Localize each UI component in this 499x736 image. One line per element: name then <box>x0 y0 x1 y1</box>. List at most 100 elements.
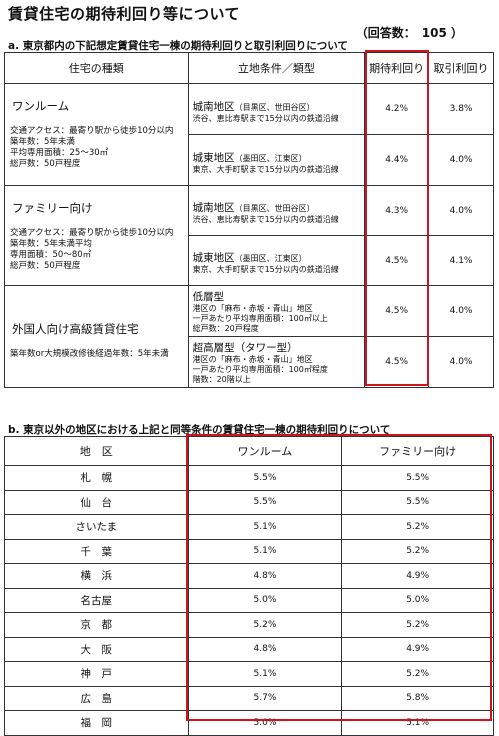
location-name: 城南地区 <box>192 202 235 214</box>
location-cell: 城東地区（墨田区、江東区） 東京、大手町駅まで15分以内の鉄道沿線 <box>187 134 366 186</box>
expected-yield-value: 4.3% <box>364 185 430 236</box>
expected-yield-value: 4.5% <box>364 235 430 286</box>
location-desc: 港区の「麻布・赤坂・青山」地区 <box>192 354 313 364</box>
type-detail: 築年数：5年未満 <box>10 137 75 147</box>
location-desc: 東京、大手町駅まで15分以内の鉄道沿線 <box>192 265 339 274</box>
type-name: 外国人向け高級賃貸住宅 <box>12 322 139 336</box>
type-cell-family: ファミリー向け 交通アクセス：最寄り駅から徒歩10分以内 築年数：5年未満平均 … <box>4 185 189 286</box>
oneroom-value: 4.8% <box>187 636 343 662</box>
expected-yield-value: 4.5% <box>364 285 430 337</box>
type-detail: 専用面積：50～80㎡ <box>10 250 92 260</box>
table-row: さいたま 5.1% 5.2% <box>4 514 494 540</box>
table-row: 外国人向け高級賃貸住宅 築年数or大規模改修後経過年数：5年未満 低層型 港区の… <box>4 285 494 388</box>
oneroom-value: 5.0% <box>187 710 343 736</box>
location-desc: 総戸数：20戸程度 <box>192 323 259 333</box>
family-value: 5.2% <box>341 538 494 564</box>
transaction-yield-value: 4.0% <box>428 336 494 388</box>
location-wards: （目黒区、世田谷区） <box>234 204 315 213</box>
header-oneroom: ワンルーム <box>187 436 343 466</box>
area-name: 神 戸 <box>4 661 189 687</box>
expected-yield-value: 4.5% <box>364 336 430 388</box>
oneroom-value: 5.7% <box>187 685 343 711</box>
location-desc: 渋谷、恵比寿駅まで15分以内の鉄道沿線 <box>192 215 339 224</box>
location-name: 超高層型（タワー型） <box>192 341 298 354</box>
table-row: 札 幌 5.5% 5.5% <box>4 465 494 491</box>
location-wards: （墨田区、江東区） <box>234 254 307 263</box>
table-row: ワンルーム 交通アクセス：最寄り駅から徒歩10分以内 築年数：5年未満 平均専用… <box>4 83 494 186</box>
type-cell-foreign: 外国人向け高級賃貸住宅 築年数or大規模改修後経過年数：5年未満 <box>4 285 189 388</box>
family-value: 5.2% <box>341 612 494 638</box>
header-location: 立地条件／類型 <box>187 52 366 84</box>
type-detail: 築年数or大規模改修後経過年数：5年未満 <box>10 349 169 359</box>
type-detail: 総戸数：50戸程度 <box>10 261 81 271</box>
area-name: さいたま <box>4 514 189 540</box>
oneroom-value: 4.8% <box>187 563 343 589</box>
section-a-heading: a. 東京都内の下記想定賃貸住宅一棟の期待利回りと取引利回りについて <box>8 40 348 52</box>
header-expected-yield: 期待利回り <box>364 52 430 84</box>
family-value: 5.2% <box>341 514 494 540</box>
table-row: 仙 台 5.5% 5.5% <box>4 489 494 515</box>
area-name: 大 阪 <box>4 636 189 662</box>
location-name: 城南地区 <box>192 100 235 113</box>
family-value: 4.9% <box>341 636 494 662</box>
type-detail: 平均専用面積：25～30㎡ <box>10 148 109 158</box>
table-row: 京 都 5.2% 5.2% <box>4 612 494 638</box>
location-cell: 城東地区（墨田区、江東区） 東京、大手町駅まで15分以内の鉄道沿線 <box>187 235 366 286</box>
area-name: 広 島 <box>4 685 189 711</box>
table-row: 神 戸 5.1% 5.2% <box>4 661 494 687</box>
location-cell: 低層型 港区の「麻布・赤坂・青山」地区 一戸あたり平均専用面積：100㎡以上 総… <box>187 285 366 337</box>
type-detail: 築年数：5年未満平均 <box>10 239 92 249</box>
table-row: 福 岡 5.0% 5.1% <box>4 710 494 736</box>
area-name: 横 浜 <box>4 563 189 589</box>
section-a-table: 住宅の種類 立地条件／類型 期待利回り 取引利回り ワンルーム 交通アクセス：最… <box>4 52 494 388</box>
header-housing-type: 住宅の種類 <box>4 52 189 84</box>
table-row: 横 浜 4.8% 4.9% <box>4 563 494 589</box>
expected-yield-value: 4.4% <box>364 134 430 186</box>
location-desc: 一戸あたり平均専用面積：100㎡以上 <box>192 313 328 323</box>
type-name: ファミリー向け <box>12 201 93 215</box>
location-desc: 階数：20階以上 <box>192 374 251 384</box>
oneroom-value: 5.2% <box>187 612 343 638</box>
table-row: 千 葉 5.1% 5.2% <box>4 538 494 564</box>
type-detail: 交通アクセス：最寄り駅から徒歩10分以内 <box>10 126 174 136</box>
family-value: 5.5% <box>341 465 494 491</box>
response-count: （回答数： 105 ） <box>355 26 463 40</box>
header-transaction-yield: 取引利回り <box>428 52 494 84</box>
table-row: 城東地区（墨田区、江東区） 東京、大手町駅まで15分以内の鉄道沿線 4.4% 4… <box>5 134 494 186</box>
oneroom-value: 5.1% <box>187 514 343 540</box>
location-desc: 港区の「麻布・赤坂・青山」地区 <box>192 303 313 313</box>
family-value: 4.9% <box>341 563 494 589</box>
location-wards: （墨田区、江東区） <box>234 153 307 163</box>
family-value: 5.1% <box>341 710 494 736</box>
location-name: 城東地区 <box>192 252 235 264</box>
area-name: 名古屋 <box>4 587 189 613</box>
location-desc: 一戸あたり平均専用面積：100㎡程度 <box>192 364 328 374</box>
location-cell: 超高層型（タワー型） 港区の「麻布・赤坂・青山」地区 一戸あたり平均専用面積：1… <box>187 336 366 388</box>
transaction-yield-value: 4.0% <box>428 185 494 236</box>
area-name: 福 岡 <box>4 710 189 736</box>
area-name: 京 都 <box>4 612 189 638</box>
table-row: 超高層型（タワー型） 港区の「麻布・赤坂・青山」地区 一戸あたり平均専用面積：1… <box>5 336 494 388</box>
oneroom-value: 5.5% <box>187 489 343 515</box>
type-name: ワンルーム <box>12 99 70 113</box>
location-cell: 城南地区（目黒区、世田谷区） 渋谷、恵比寿駅まで15分以内の鉄道沿線 <box>187 83 366 135</box>
oneroom-value: 5.5% <box>187 465 343 491</box>
family-value: 5.0% <box>341 587 494 613</box>
family-value: 5.2% <box>341 661 494 687</box>
expected-yield-value: 4.2% <box>364 83 430 135</box>
table-row: 大 阪 4.8% 4.9% <box>4 636 494 662</box>
area-name: 仙 台 <box>4 489 189 515</box>
transaction-yield-value: 4.0% <box>428 285 494 337</box>
transaction-yield-value: 3.8% <box>428 83 494 135</box>
page-title: 賃貸住宅の期待利回り等について <box>8 5 241 23</box>
oneroom-value: 5.0% <box>187 587 343 613</box>
family-value: 5.8% <box>341 685 494 711</box>
header-family: ファミリー向け <box>341 436 494 466</box>
transaction-yield-value: 4.1% <box>428 235 494 286</box>
oneroom-value: 5.1% <box>187 538 343 564</box>
table-row: ファミリー向け 交通アクセス：最寄り駅から徒歩10分以内 築年数：5年未満平均 … <box>4 185 494 286</box>
header-area: 地 区 <box>4 436 189 466</box>
area-name: 千 葉 <box>4 538 189 564</box>
type-cell-oneroom: ワンルーム 交通アクセス：最寄り駅から徒歩10分以内 築年数：5年未満 平均専用… <box>4 83 189 186</box>
table-row: 名古屋 5.0% 5.0% <box>4 587 494 613</box>
